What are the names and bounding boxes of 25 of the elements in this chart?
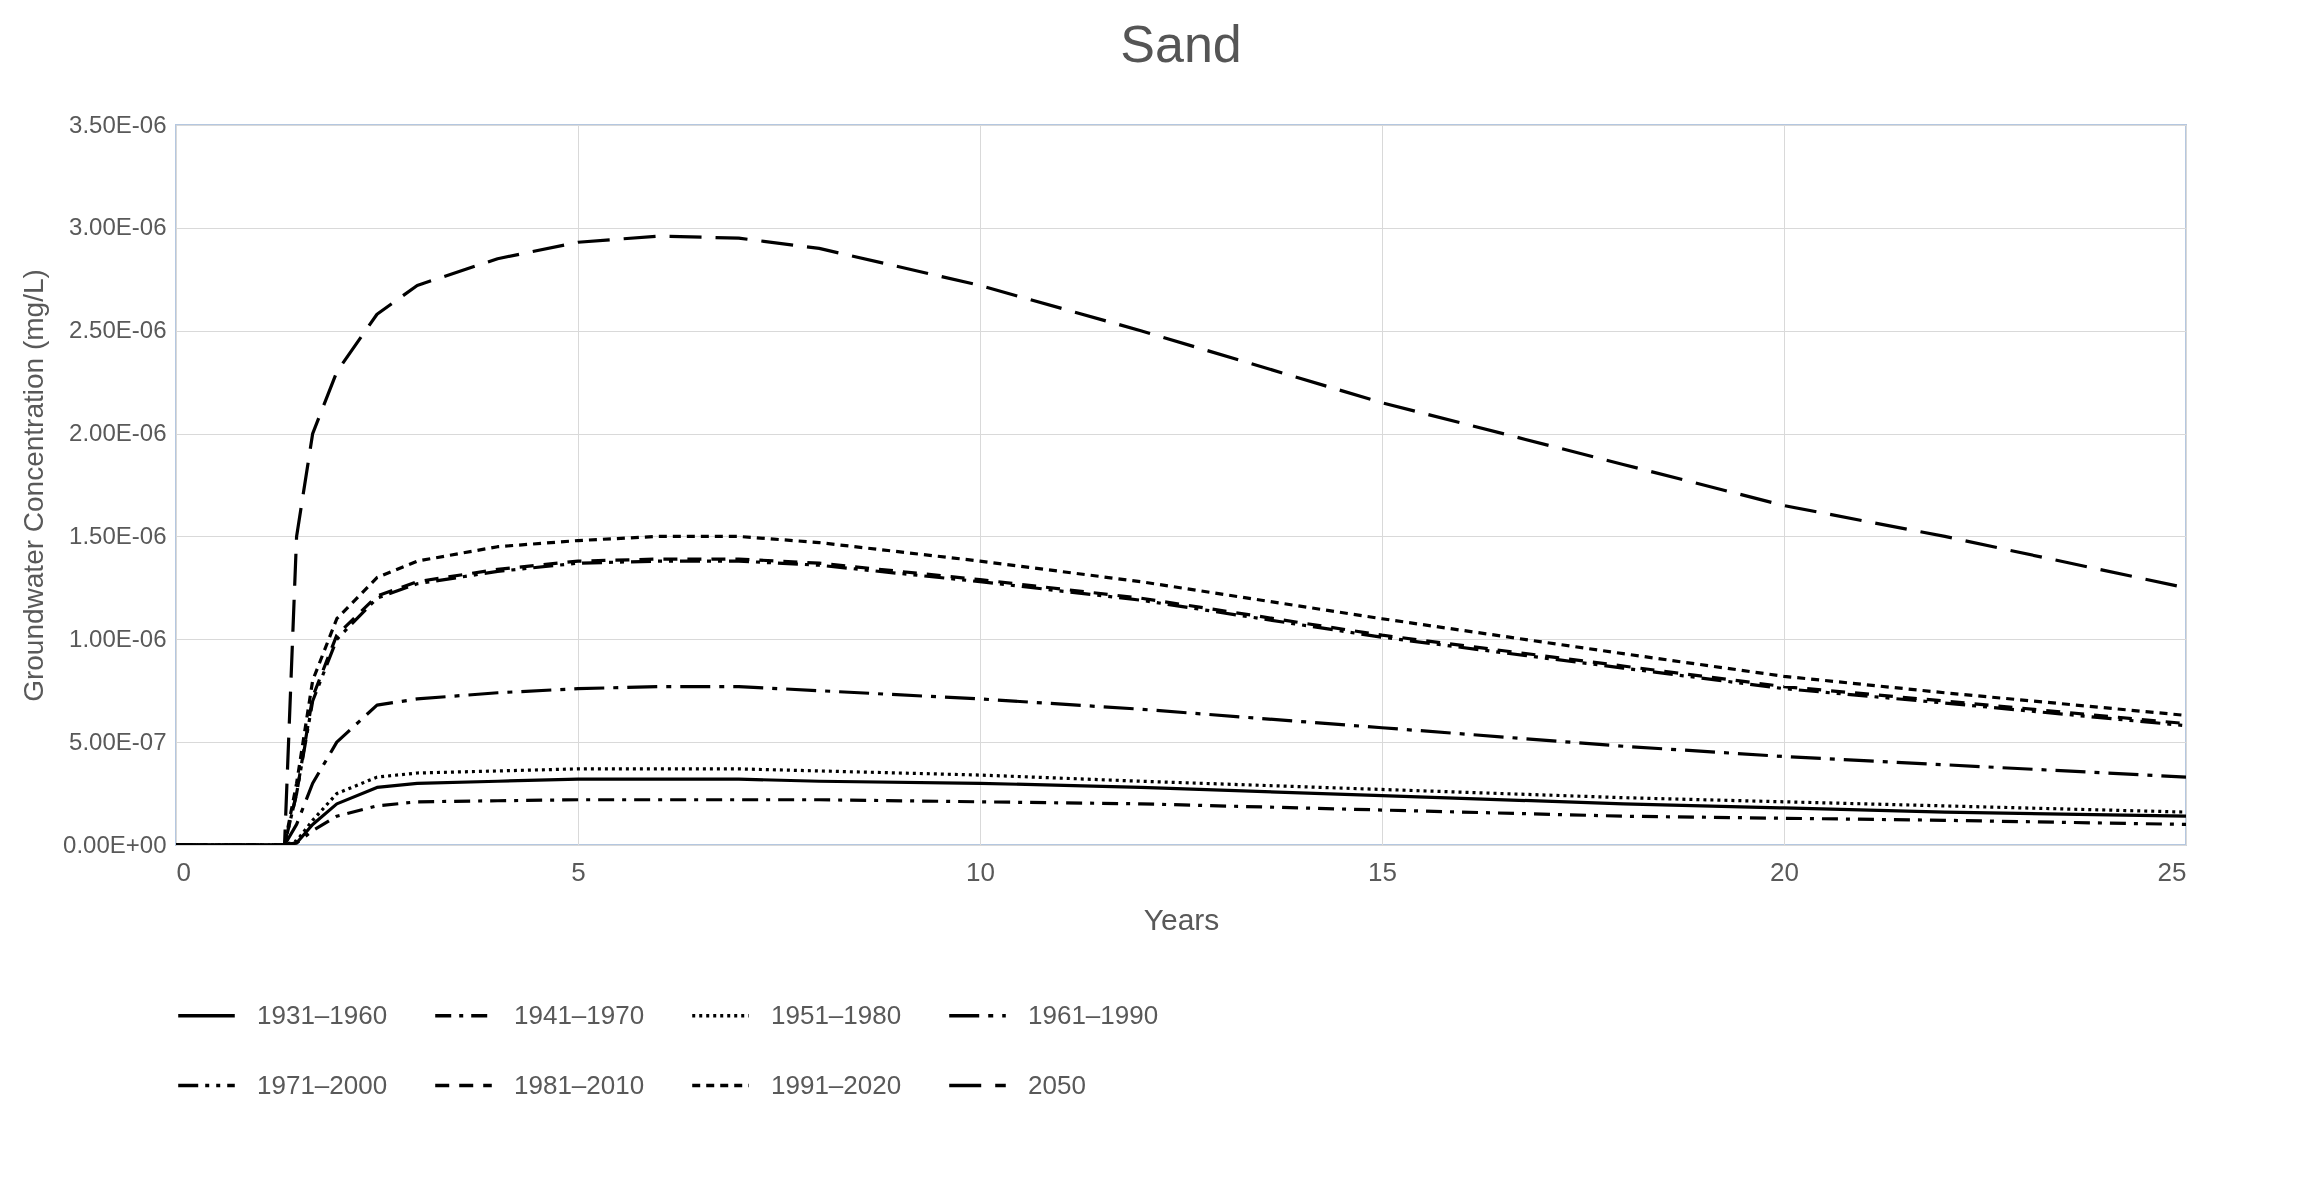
legend-label: 1971–2000 [257, 1069, 388, 1100]
legend-label: 1991–2020 [771, 1069, 902, 1100]
y-tick-label: 1.00E-06 [69, 624, 167, 652]
x-tick-label: 5 [571, 856, 586, 887]
x-tick-label: 25 [2157, 856, 2187, 887]
y-tick-label: 3.00E-06 [69, 213, 167, 241]
legend-label: 1941–1970 [514, 999, 645, 1030]
y-tick-label: 2.50E-06 [69, 316, 167, 344]
x-tick-label: 20 [1770, 856, 1799, 887]
y-tick-label: 2.00E-06 [69, 419, 167, 447]
y-tick-label: 0.00E+00 [63, 830, 167, 858]
x-axis-title: Years [1143, 902, 1220, 936]
x-tick-label: 15 [1368, 856, 1397, 887]
legend-label: 1961–1990 [1028, 999, 1159, 1030]
legend-label: 2050 [1028, 1069, 1086, 1100]
x-tick-label: 10 [966, 856, 995, 887]
legend-label: 1931–1960 [257, 999, 388, 1030]
legend-label: 1981–2010 [514, 1069, 645, 1100]
y-tick-label: 1.50E-06 [69, 521, 167, 549]
x-tick-label: 0 [176, 856, 191, 887]
legend-label: 1951–1980 [771, 999, 902, 1030]
chart-title: Sand [1120, 15, 1242, 73]
y-tick-label: 3.50E-06 [69, 110, 167, 138]
y-tick-label: 5.00E-07 [69, 727, 167, 755]
y-axis-title: Groundwater Concentration (mg/L) [18, 269, 50, 702]
